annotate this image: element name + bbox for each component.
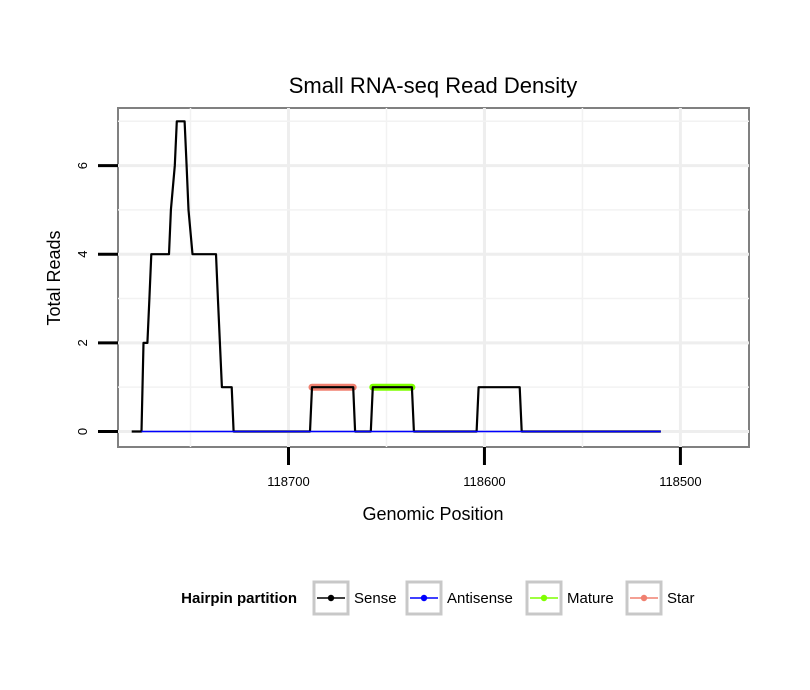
legend-dot-mature xyxy=(540,594,548,602)
legend: Hairpin partition Sense Antisense Mature St… xyxy=(181,580,695,616)
y-tick-label: 2 xyxy=(75,339,90,346)
legend-label-sense: Sense xyxy=(354,590,397,607)
legend-label-star: Star xyxy=(667,590,695,607)
y-axis-label: Total Reads xyxy=(44,230,64,325)
y-tick-label: 4 xyxy=(75,251,90,258)
y-axis: 0 2 4 6 xyxy=(75,162,118,435)
x-axis: 118700 118600 118500 xyxy=(267,447,702,489)
y-tick-label: 6 xyxy=(75,162,90,169)
legend-dot-star xyxy=(640,594,648,602)
x-tick-label: 118700 xyxy=(267,474,309,489)
legend-label-antisense: Antisense xyxy=(447,590,513,607)
legend-title: Hairpin partition xyxy=(181,590,297,607)
series-layer xyxy=(131,120,661,433)
plot-panel xyxy=(117,107,750,448)
x-axis-label: Genomic Position xyxy=(362,504,503,524)
chart-title: Small RNA-seq Read Density xyxy=(289,73,578,98)
series-sense-line xyxy=(131,120,661,433)
legend-dot-antisense xyxy=(420,594,428,602)
x-tick-label: 118500 xyxy=(659,474,701,489)
x-tick-label: 118600 xyxy=(463,474,505,489)
legend-dot-sense xyxy=(327,594,335,602)
legend-label-mature: Mature xyxy=(567,590,614,607)
y-tick-label: 0 xyxy=(75,428,90,435)
